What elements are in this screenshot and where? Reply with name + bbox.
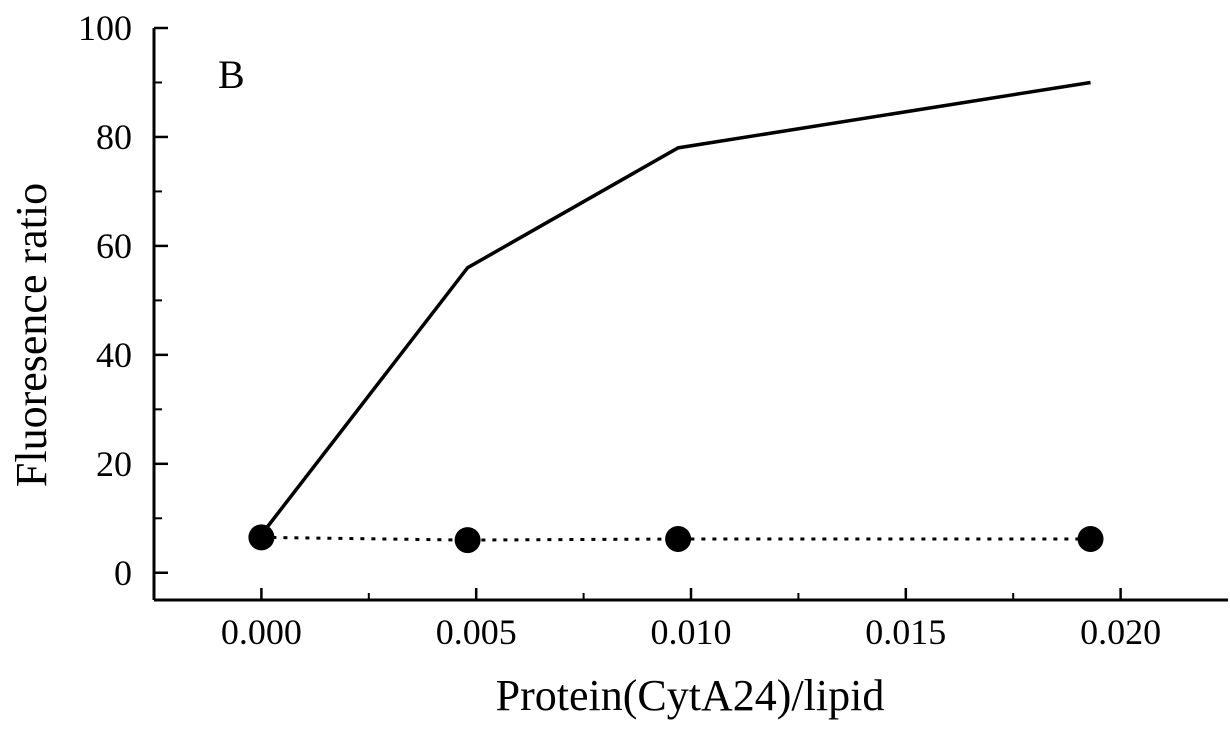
x-tick-label: 0.000 — [221, 612, 302, 652]
y-tick-label: 60 — [96, 226, 132, 266]
x-axis-title: Protein(CytA24)/lipid — [496, 671, 885, 720]
x-tick-label: 0.020 — [1080, 612, 1161, 652]
y-tick-label: 0 — [114, 553, 132, 593]
y-tick-label: 20 — [96, 444, 132, 484]
y-tick-label: 100 — [78, 8, 132, 48]
x-tick-label: 0.005 — [436, 612, 517, 652]
series-solid-line — [260, 80, 1091, 536]
data-point-marker — [248, 524, 275, 551]
panel-label: B — [218, 52, 245, 97]
titles: B Protein(CytA24)/lipid Fluoresence rati… — [7, 52, 884, 720]
y-axis-title: Fluoresence ratio — [7, 183, 56, 487]
series-dotted-line — [261, 535, 1091, 542]
x-tick-label: 0.015 — [865, 612, 946, 652]
y-tick-label: 80 — [96, 117, 132, 157]
y-tick-label: 40 — [96, 335, 132, 375]
x-tick-label: 0.010 — [651, 612, 732, 652]
tick-labels: 0.000 0.005 0.010 0.015 0.020 0 20 40 60 80 100 — [78, 8, 1161, 652]
ticks — [154, 26, 1122, 600]
axes — [152, 28, 1228, 602]
data-point-marker — [454, 527, 481, 554]
series-layer — [248, 80, 1104, 554]
data-point-marker — [1077, 525, 1104, 552]
data-point-marker — [665, 525, 692, 552]
